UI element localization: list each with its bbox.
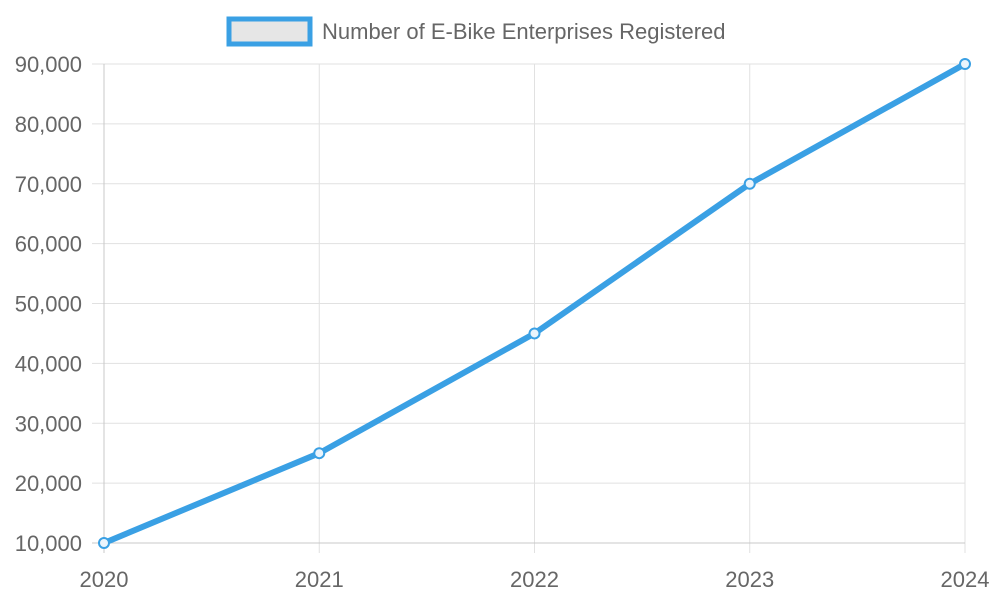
data-point[interactable] [98, 537, 110, 549]
x-tick-label: 2024 [941, 567, 990, 592]
data-point[interactable] [743, 177, 756, 190]
legend-label: Number of E-Bike Enterprises Registered [322, 19, 726, 44]
y-tick-label: 10,000 [15, 531, 82, 556]
x-tick-label: 2022 [510, 567, 559, 592]
data-point[interactable] [313, 447, 326, 460]
axes [92, 64, 965, 553]
x-axis-tick-labels: 2020 2021 2022 2023 2024 [80, 567, 990, 592]
grid-lines [92, 63, 966, 553]
data-point[interactable] [528, 327, 541, 340]
legend-swatch [226, 16, 313, 47]
y-tick-label: 60,000 [15, 232, 82, 257]
y-axis-tick-labels: 10,000 20,000 30,000 40,000 50,000 60,000 70,0… [15, 52, 82, 556]
x-tick-label: 2023 [725, 567, 774, 592]
y-tick-label: 20,000 [15, 471, 82, 496]
y-tick-label: 40,000 [15, 351, 82, 376]
y-tick-label: 30,000 [15, 411, 82, 436]
y-tick-label: 90,000 [15, 52, 82, 77]
legend[interactable]: Number of E-Bike Enterprises Registered [226, 16, 726, 47]
x-tick-label: 2020 [80, 567, 129, 592]
x-tick-label: 2021 [295, 567, 344, 592]
y-tick-label: 70,000 [15, 172, 82, 197]
data-point[interactable] [959, 58, 971, 70]
y-tick-label: 50,000 [15, 292, 82, 317]
y-tick-label: 80,000 [15, 112, 82, 137]
series-layer [98, 58, 971, 549]
